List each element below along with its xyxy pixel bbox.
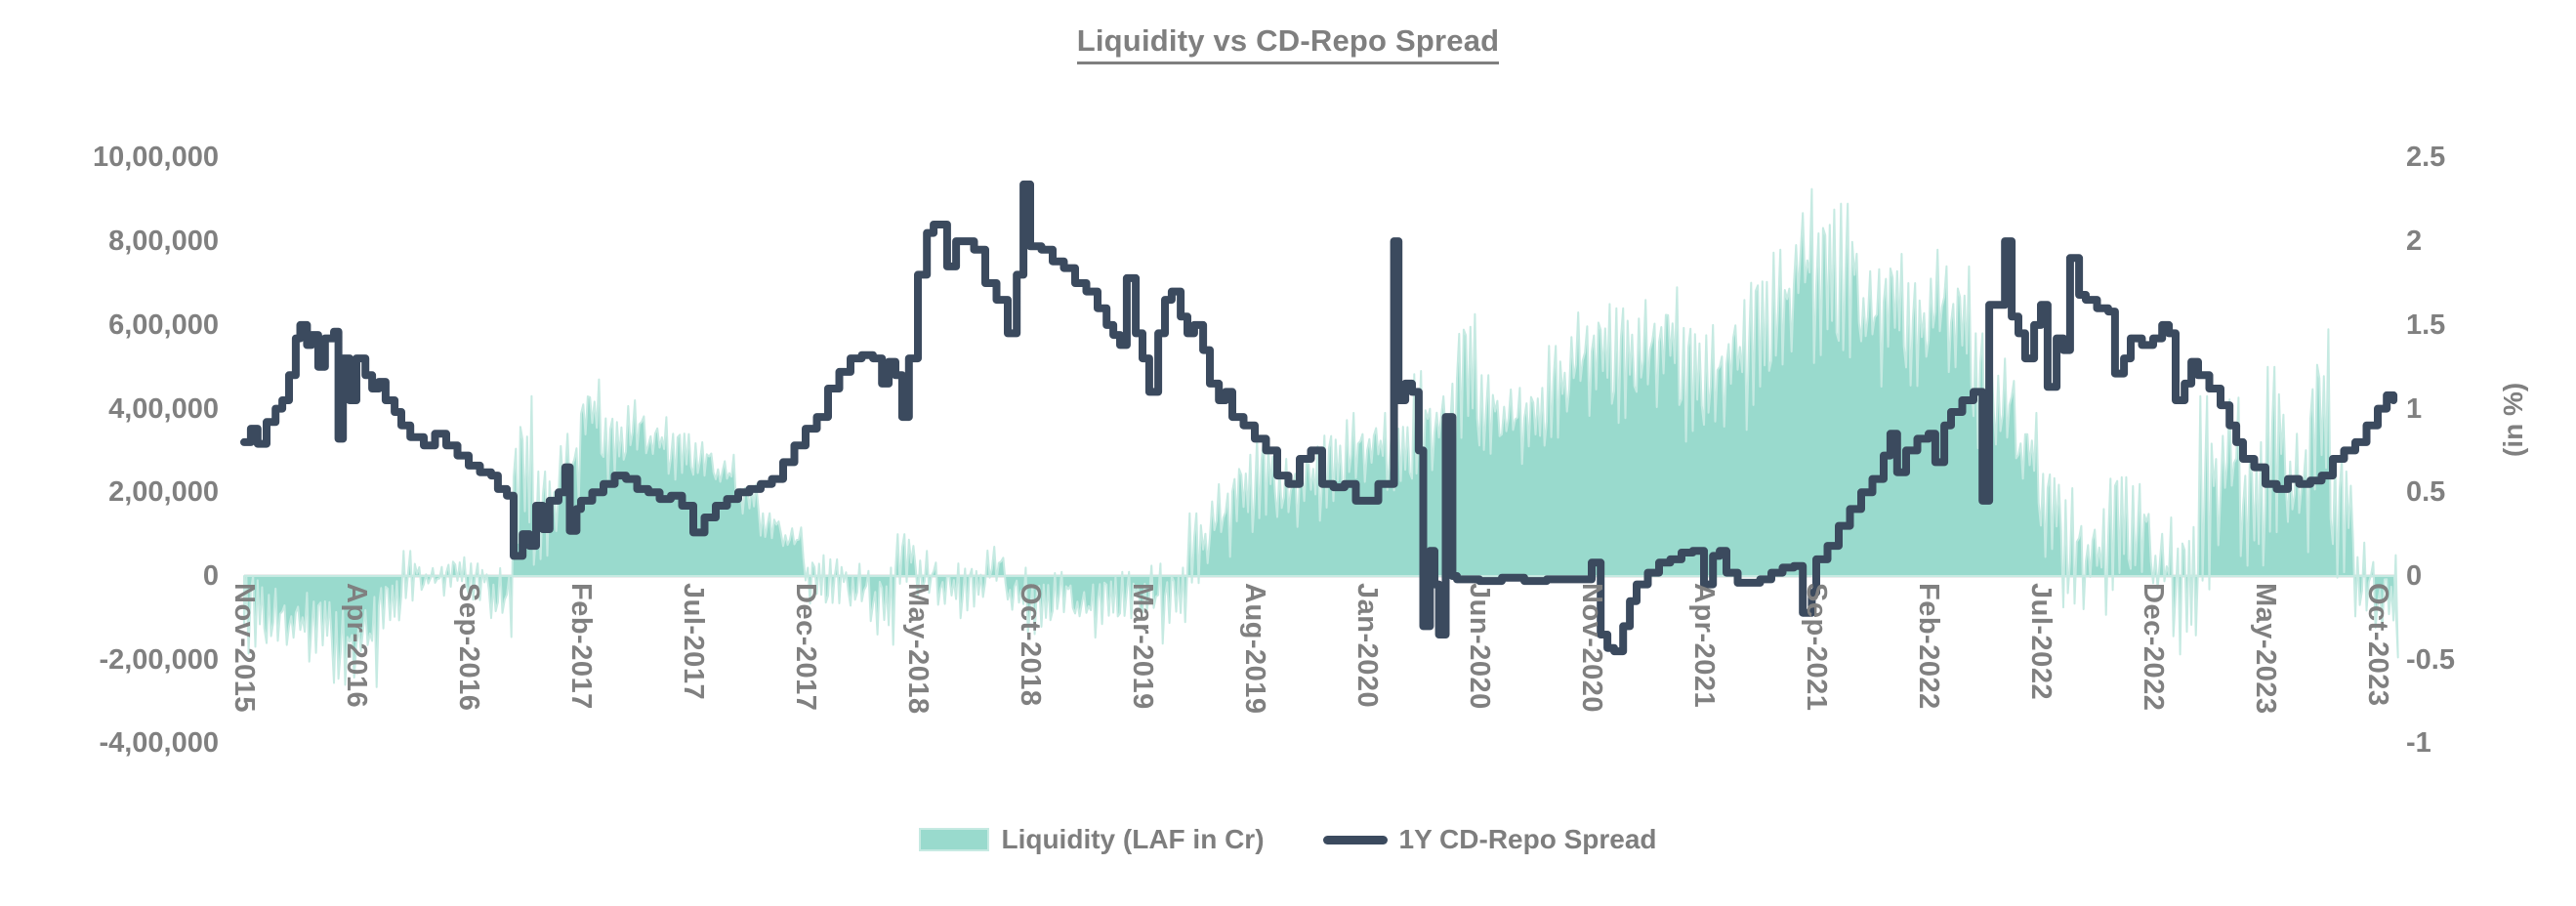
x-axis-tick-label: Oct-2023 [2362,583,2393,707]
legend-label-spread: 1Y CD-Repo Spread [1398,824,1657,854]
spread-line-series [240,180,2398,656]
x-axis-tick-label: May-2018 [902,583,934,715]
legend-item-liquidity: Liquidity (LAF in Cr) [919,824,1265,855]
left-axis-tick-label: 0 [202,560,219,592]
right-axis-title: (in %) [2498,382,2528,458]
x-axis-tick-label: Dec-2022 [2138,583,2169,712]
right-axis-tick-label: -0.5 [2406,643,2455,676]
x-axis-tick-label: Jan-2020 [1351,583,1383,709]
left-axis-tick-label: -4,00,000 [99,727,219,760]
left-axis-tick-label: -2,00,000 [99,643,219,676]
right-axis-tick-label: -1 [2406,727,2431,760]
x-axis-tick-label: Aug-2019 [1239,583,1270,715]
right-axis-tick-label: 1.5 [2406,309,2446,341]
x-axis-tick-label: Apr-2016 [341,583,372,709]
x-axis-tick-label: Feb-2022 [1913,583,1944,710]
chart-title: Liquidity vs CD-Repo Spread [1076,23,1500,64]
legend: Liquidity (LAF in Cr) 1Y CD-Repo Spread [0,824,2576,855]
x-axis-tick-label: Sep-2016 [453,583,484,712]
x-axis-tick-label: Nov-2020 [1576,583,1607,713]
right-axis-tick-label: 2 [2406,226,2423,258]
x-axis-tick-label: Jul-2017 [678,583,709,701]
left-axis-tick-label: 4,00,000 [108,392,219,425]
legend-label-liquidity: Liquidity (LAF in Cr) [1001,824,1265,854]
left-axis-tick-label: 8,00,000 [108,226,219,258]
x-axis-tick-label: Dec-2017 [790,583,821,712]
right-axis-tick-label: 0 [2406,560,2423,592]
right-axis-tick-label: 0.5 [2406,476,2446,509]
x-axis-tick-label: Jun-2020 [1464,583,1495,710]
x-axis-tick-label: Apr-2021 [1688,583,1720,709]
x-axis-tick-label: Oct-2018 [1015,583,1046,707]
spread-line-swatch-icon [1322,835,1388,844]
left-axis-tick-label: 10,00,000 [92,142,219,174]
liquidity-area-swatch-icon [919,828,990,851]
x-axis-tick-label: Mar-2019 [1127,583,1158,710]
left-axis-tick-label: 2,00,000 [108,476,219,509]
x-axis-tick-label: Jul-2022 [2025,583,2057,701]
right-axis-tick-label: 2.5 [2406,142,2446,174]
legend-item-spread: 1Y CD-Repo Spread [1322,824,1657,855]
right-axis-tick-label: 1 [2406,392,2423,425]
title-wrap: Liquidity vs CD-Repo Spread [0,23,2576,64]
left-axis-tick-label: 6,00,000 [108,309,219,341]
x-axis-tick-label: Sep-2021 [1801,583,1832,712]
x-axis-tick-label: Feb-2017 [565,583,597,710]
x-axis-tick-label: Nov-2015 [229,583,260,713]
x-axis-tick-label: May-2023 [2250,583,2281,715]
